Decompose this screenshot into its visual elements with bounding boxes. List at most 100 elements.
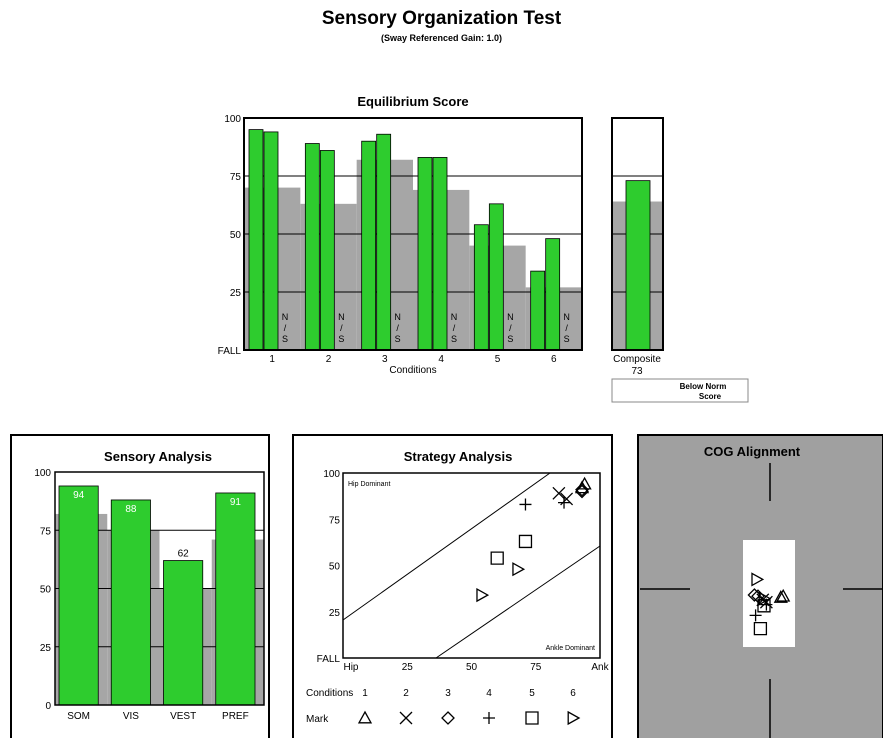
x-tick-4: 4 <box>438 354 444 365</box>
legend-marker-6 <box>567 710 581 726</box>
report-subtitle: (Sway Referenced Gain: 1.0) <box>380 33 503 43</box>
legend-marker-4 <box>483 712 495 724</box>
trial-bar-c3-t2 <box>376 133 392 351</box>
strategy-y-tick-100: 100 <box>323 469 340 480</box>
legend-marker-3 <box>441 711 455 725</box>
trial-bar-c2-t2 <box>319 150 335 351</box>
cog-point-c6 <box>751 572 765 587</box>
cog-point-c3 <box>747 588 762 602</box>
x-tick-6: 6 <box>551 354 557 365</box>
sensory-bar-PREF <box>215 492 256 706</box>
equilibrium-title: Equilibrium Score <box>357 94 468 109</box>
strategy-title: Strategy Analysis <box>404 449 513 464</box>
ns-label: S <box>451 334 457 344</box>
trial-bar-c4-t2 <box>432 157 448 351</box>
ns-label: N <box>282 312 289 322</box>
strategy-x-tick-Hip: Hip <box>343 662 358 673</box>
trial-bar-c6-t2 <box>545 238 561 351</box>
trial-bar-c6-t1 <box>530 270 546 351</box>
strategy-boundary-upper <box>342 472 551 621</box>
sensory-category-SOM: SOM <box>67 711 90 722</box>
cog-point-c5 <box>753 621 768 636</box>
strategy-y-tick-75: 75 <box>329 515 341 526</box>
strategy-frame <box>342 472 601 659</box>
sensory-bar-VIS <box>110 499 151 706</box>
legend-condition-2: 2 <box>403 688 409 699</box>
cog-point-c5 <box>757 599 771 613</box>
equilibrium-frame <box>243 117 583 351</box>
trial-bar-c4-t1 <box>417 157 433 351</box>
sensory-category-PREF: PREF <box>222 711 249 722</box>
strategy-point-c3 <box>575 484 589 499</box>
legend-condition-1: 1 <box>362 688 368 699</box>
strategy-x-tick-50: 50 <box>466 662 478 673</box>
sensory-title: Sensory Analysis <box>104 449 212 464</box>
ns-label: / <box>340 323 343 333</box>
x-axis-label: Conditions <box>389 365 436 376</box>
strategy-y-tick-FALL: FALL <box>317 654 341 665</box>
y-tick-100: 100 <box>224 114 241 125</box>
ns-label: S <box>507 334 513 344</box>
sensory-y-tick-50: 50 <box>40 585 52 596</box>
strategy-point-c5 <box>490 551 504 565</box>
legend-text: Score <box>699 392 722 401</box>
strategy-point-c6 <box>476 587 490 603</box>
strategy-point-c4 <box>519 498 532 511</box>
cog-point-c1 <box>776 588 791 602</box>
sensory-y-tick-75: 75 <box>40 526 52 537</box>
composite-label: Composite <box>613 354 661 365</box>
report-title: Sensory Organization Test <box>321 8 562 29</box>
trial-bar-c1-t2 <box>263 131 279 351</box>
ns-label: / <box>509 323 512 333</box>
ns-label: N <box>507 312 514 322</box>
strategy-x-tick-75: 75 <box>530 662 542 673</box>
sensory-bar-SOM <box>58 485 99 706</box>
strategy-y-tick-50: 50 <box>329 562 341 573</box>
strategy-point-c5 <box>518 534 533 549</box>
ns-label: N <box>394 312 401 322</box>
ns-label: / <box>396 323 399 333</box>
cog-point-c1 <box>773 590 788 603</box>
sensory-category-VEST: VEST <box>170 711 196 722</box>
sensory-value-VIS: 88 <box>125 504 137 515</box>
mark-legend-label: Mark <box>306 714 329 725</box>
cog-point-c4 <box>749 609 762 622</box>
strategy-x-tick-25: 25 <box>402 662 414 673</box>
conditions-legend-label: Conditions <box>306 688 353 699</box>
x-tick-2: 2 <box>326 354 332 365</box>
legend-condition-3: 3 <box>445 688 451 699</box>
trial-bar-c2-t1 <box>304 143 320 351</box>
ns-label: S <box>282 334 288 344</box>
sensory-value-SOM: 94 <box>73 490 85 501</box>
ns-label: / <box>565 323 568 333</box>
y-tick-25: 25 <box>230 288 242 299</box>
sensory-y-tick-100: 100 <box>34 468 51 479</box>
ns-label: S <box>395 334 401 344</box>
ns-label: / <box>453 323 456 333</box>
y-tick-75: 75 <box>230 172 242 183</box>
hip-dominant-label: Hip Dominant <box>348 481 390 488</box>
cog-title: COG Alignment <box>704 444 801 459</box>
trial-bar-c5-t1 <box>473 224 489 351</box>
legend-condition-5: 5 <box>529 688 535 699</box>
composite-frame <box>611 117 664 351</box>
legend-marker-2 <box>399 711 413 725</box>
ankle-dominant-label: Ankle Dominant <box>546 645 595 652</box>
sensory-value-VEST: 62 <box>178 549 190 560</box>
trial-bar-c1-t1 <box>248 129 264 351</box>
ns-label: / <box>284 323 287 333</box>
legend-box <box>611 378 749 403</box>
legend-condition-4: 4 <box>486 688 492 699</box>
ns-label: N <box>338 312 345 322</box>
sensory-frame <box>54 471 265 706</box>
sensory-bar-VEST <box>163 560 204 706</box>
x-tick-5: 5 <box>495 354 501 365</box>
sensory-y-tick-25: 25 <box>40 643 52 654</box>
y-tick-FALL: FALL <box>218 346 242 357</box>
strategy-point-c2 <box>552 486 566 500</box>
sensory-category-VIS: VIS <box>123 711 139 722</box>
x-tick-1: 1 <box>269 354 275 365</box>
ns-label: S <box>564 334 570 344</box>
composite-value: 73 <box>631 366 643 377</box>
legend-marker-1 <box>357 710 373 724</box>
